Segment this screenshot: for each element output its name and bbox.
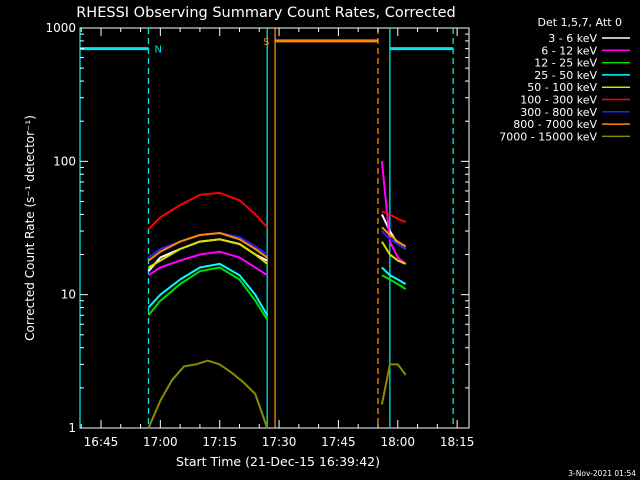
series-line (381, 210, 407, 224)
x-tick-label: 17:00 (143, 435, 178, 449)
x-axis-label: Start Time (21-Dec-15 16:39:42) (176, 454, 380, 469)
series-6-12keV (147, 161, 407, 277)
series-line (380, 363, 407, 405)
series-line (147, 238, 268, 269)
series-800-7000keV (147, 226, 407, 262)
axes: 1 10 100 1000 16:45 17:00 17:15 17:30 17:45 18:00… (45, 21, 474, 449)
series-7000-15000keV (147, 359, 407, 429)
series-line (381, 266, 407, 285)
x-tick-label: 18:00 (380, 435, 415, 449)
x-tick-label: 18:15 (440, 435, 475, 449)
series-line (381, 241, 407, 265)
legend-label: 300 - 800 keV (520, 106, 597, 119)
legend-label: 800 - 7000 keV (513, 118, 597, 131)
night-marker-label: N (154, 45, 161, 56)
chart-title: RHESSI Observing Summary Count Rates, Co… (76, 5, 456, 21)
x-tick-label: 17:30 (262, 435, 297, 449)
series-line (381, 274, 407, 290)
legend-label: 25 - 50 keV (534, 69, 597, 82)
legend-label: 7000 - 15000 keV (499, 130, 597, 143)
series-line (147, 266, 269, 321)
series-line (147, 262, 269, 316)
series-12-25keV (147, 266, 407, 321)
saa-marker-label: S (263, 37, 269, 48)
y-tick-label: 10 (61, 288, 76, 302)
series-100-300keV (147, 191, 407, 230)
series-line (381, 230, 407, 250)
series-line (380, 161, 407, 265)
series-25-50keV (147, 262, 407, 316)
series-50-100keV (147, 238, 407, 269)
y-tick-label: 1 (68, 421, 76, 435)
x-tick-label: 17:45 (321, 435, 356, 449)
series-layer (147, 161, 407, 429)
legend-label: 50 - 100 keV (527, 81, 597, 94)
legend-label: 3 - 6 keV (548, 32, 597, 45)
series-line (147, 232, 268, 262)
x-tick-label: 16:45 (84, 435, 119, 449)
legend-label: 12 - 25 keV (534, 57, 597, 70)
legend-label: 100 - 300 keV (520, 94, 597, 107)
legend-title: Det 1,5,7, Att 0 (538, 16, 622, 29)
series-line (147, 191, 268, 230)
legend-label: 6 - 12 keV (541, 44, 597, 57)
y-tick-label: 100 (53, 154, 76, 168)
y-axis-label: Corrected Count Rate (s⁻¹ detector⁻¹) (23, 115, 37, 341)
x-tick-label: 17:15 (202, 435, 237, 449)
series-line (147, 250, 268, 277)
series-line (381, 226, 407, 248)
y-tick-label: 1000 (45, 21, 76, 35)
series-line (147, 359, 269, 429)
footer-timestamp: 3-Nov-2021 01:54 (568, 469, 636, 478)
